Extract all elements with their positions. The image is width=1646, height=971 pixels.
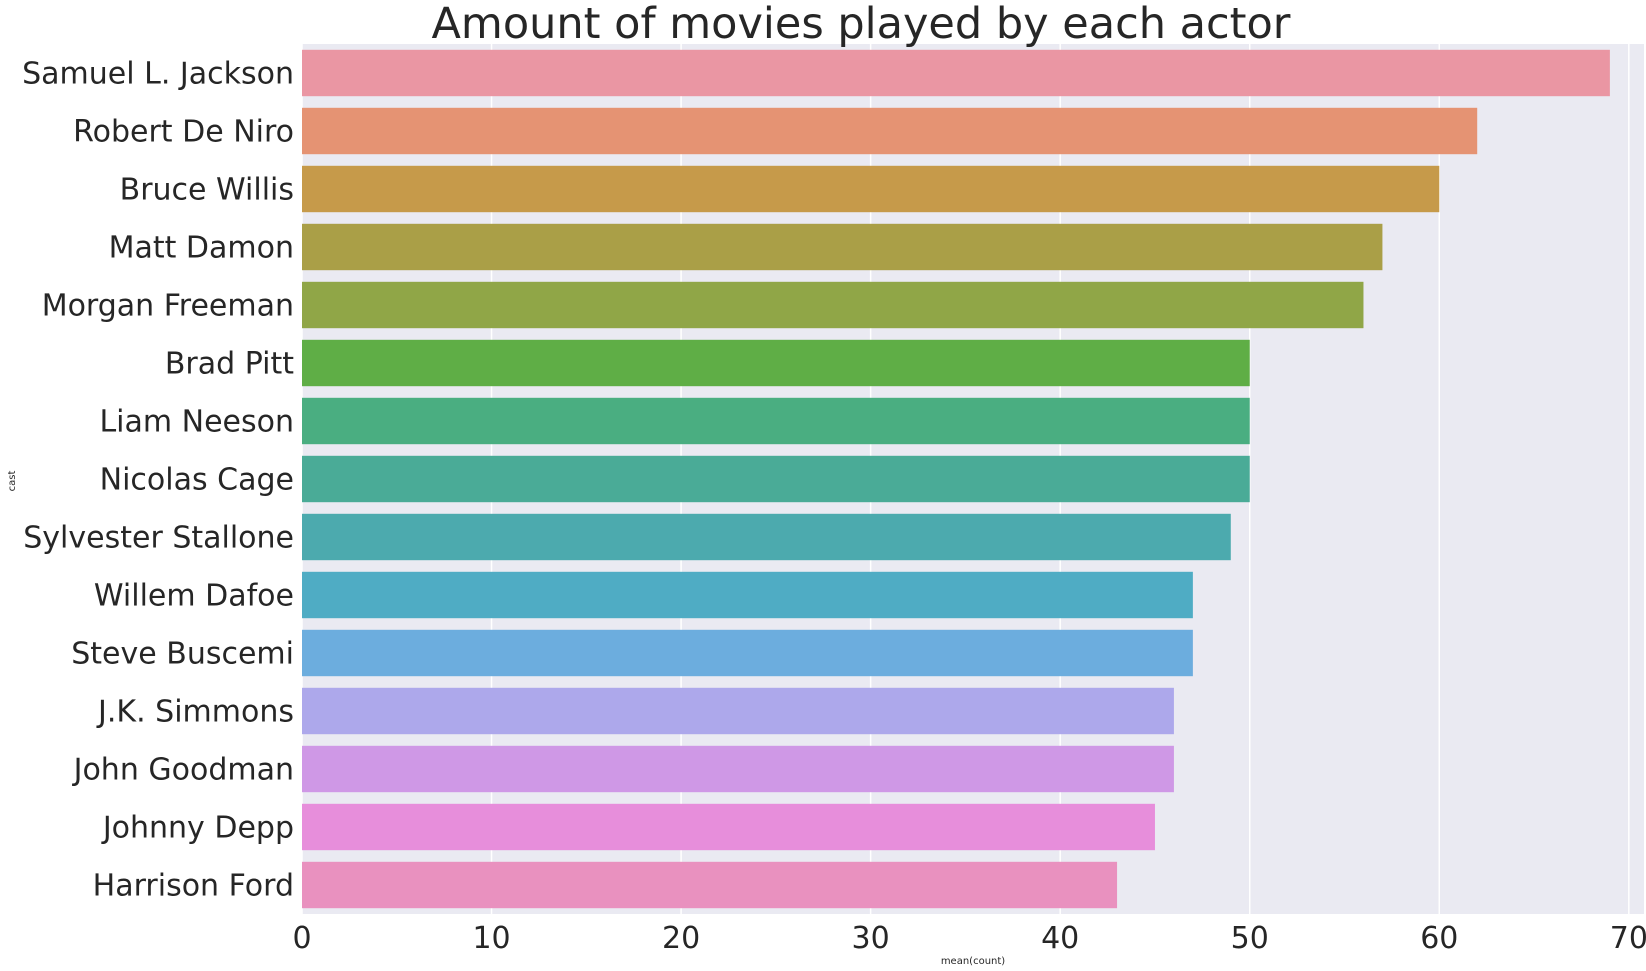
x-tick-label: 60: [1420, 921, 1458, 956]
x-tick-label: 30: [852, 921, 890, 956]
x-tick-label: 0: [292, 921, 311, 956]
category-label: Matt Damon: [109, 231, 294, 266]
x-tick-labels: 0 10 20 30 40 50 60 70: [292, 921, 1646, 956]
bar: [302, 223, 1383, 271]
bar: [302, 339, 1250, 387]
bar: [302, 571, 1193, 619]
category-label: Morgan Freeman: [42, 289, 294, 324]
category-labels: Samuel L. Jackson Robert De Niro Bruce Wil…: [22, 57, 294, 904]
x-tick-label: 10: [472, 921, 510, 956]
bar: [302, 861, 1118, 909]
category-label: Steve Buscemi: [71, 637, 294, 672]
bar: [302, 455, 1250, 503]
bar: [302, 397, 1250, 445]
category-label: Harrison Ford: [93, 869, 294, 904]
category-label: Willem Dafoe: [94, 579, 294, 614]
category-label: Samuel L. Jackson: [22, 57, 294, 92]
category-label: Johnny Depp: [101, 811, 294, 846]
x-tick-label: 70: [1610, 921, 1646, 956]
category-label: Sylvester Stallone: [23, 521, 294, 556]
bar: [302, 107, 1478, 155]
bar: [302, 281, 1364, 329]
bar: [302, 803, 1155, 851]
bar: [302, 165, 1440, 213]
x-tick-label: 50: [1231, 921, 1269, 956]
category-label: Bruce Willis: [120, 173, 294, 208]
y-axis-label: cast: [7, 471, 18, 492]
category-label: Liam Neeson: [99, 405, 294, 440]
category-label: J.K. Simmons: [96, 695, 294, 730]
category-label: Brad Pitt: [165, 347, 294, 382]
category-label: John Goodman: [72, 753, 294, 788]
bar: [302, 745, 1174, 793]
x-tick-label: 40: [1041, 921, 1079, 956]
bar: [302, 513, 1231, 561]
category-label: Robert De Niro: [73, 115, 294, 150]
bars: [302, 49, 1610, 909]
bar: [302, 49, 1610, 97]
category-label: Nicolas Cage: [100, 463, 294, 498]
bar: [302, 629, 1193, 677]
x-axis-label: mean(count): [941, 956, 1005, 967]
bar: [302, 687, 1174, 735]
chart-title: Amount of movies played by each actor: [432, 0, 1291, 49]
x-tick-label: 20: [662, 921, 700, 956]
